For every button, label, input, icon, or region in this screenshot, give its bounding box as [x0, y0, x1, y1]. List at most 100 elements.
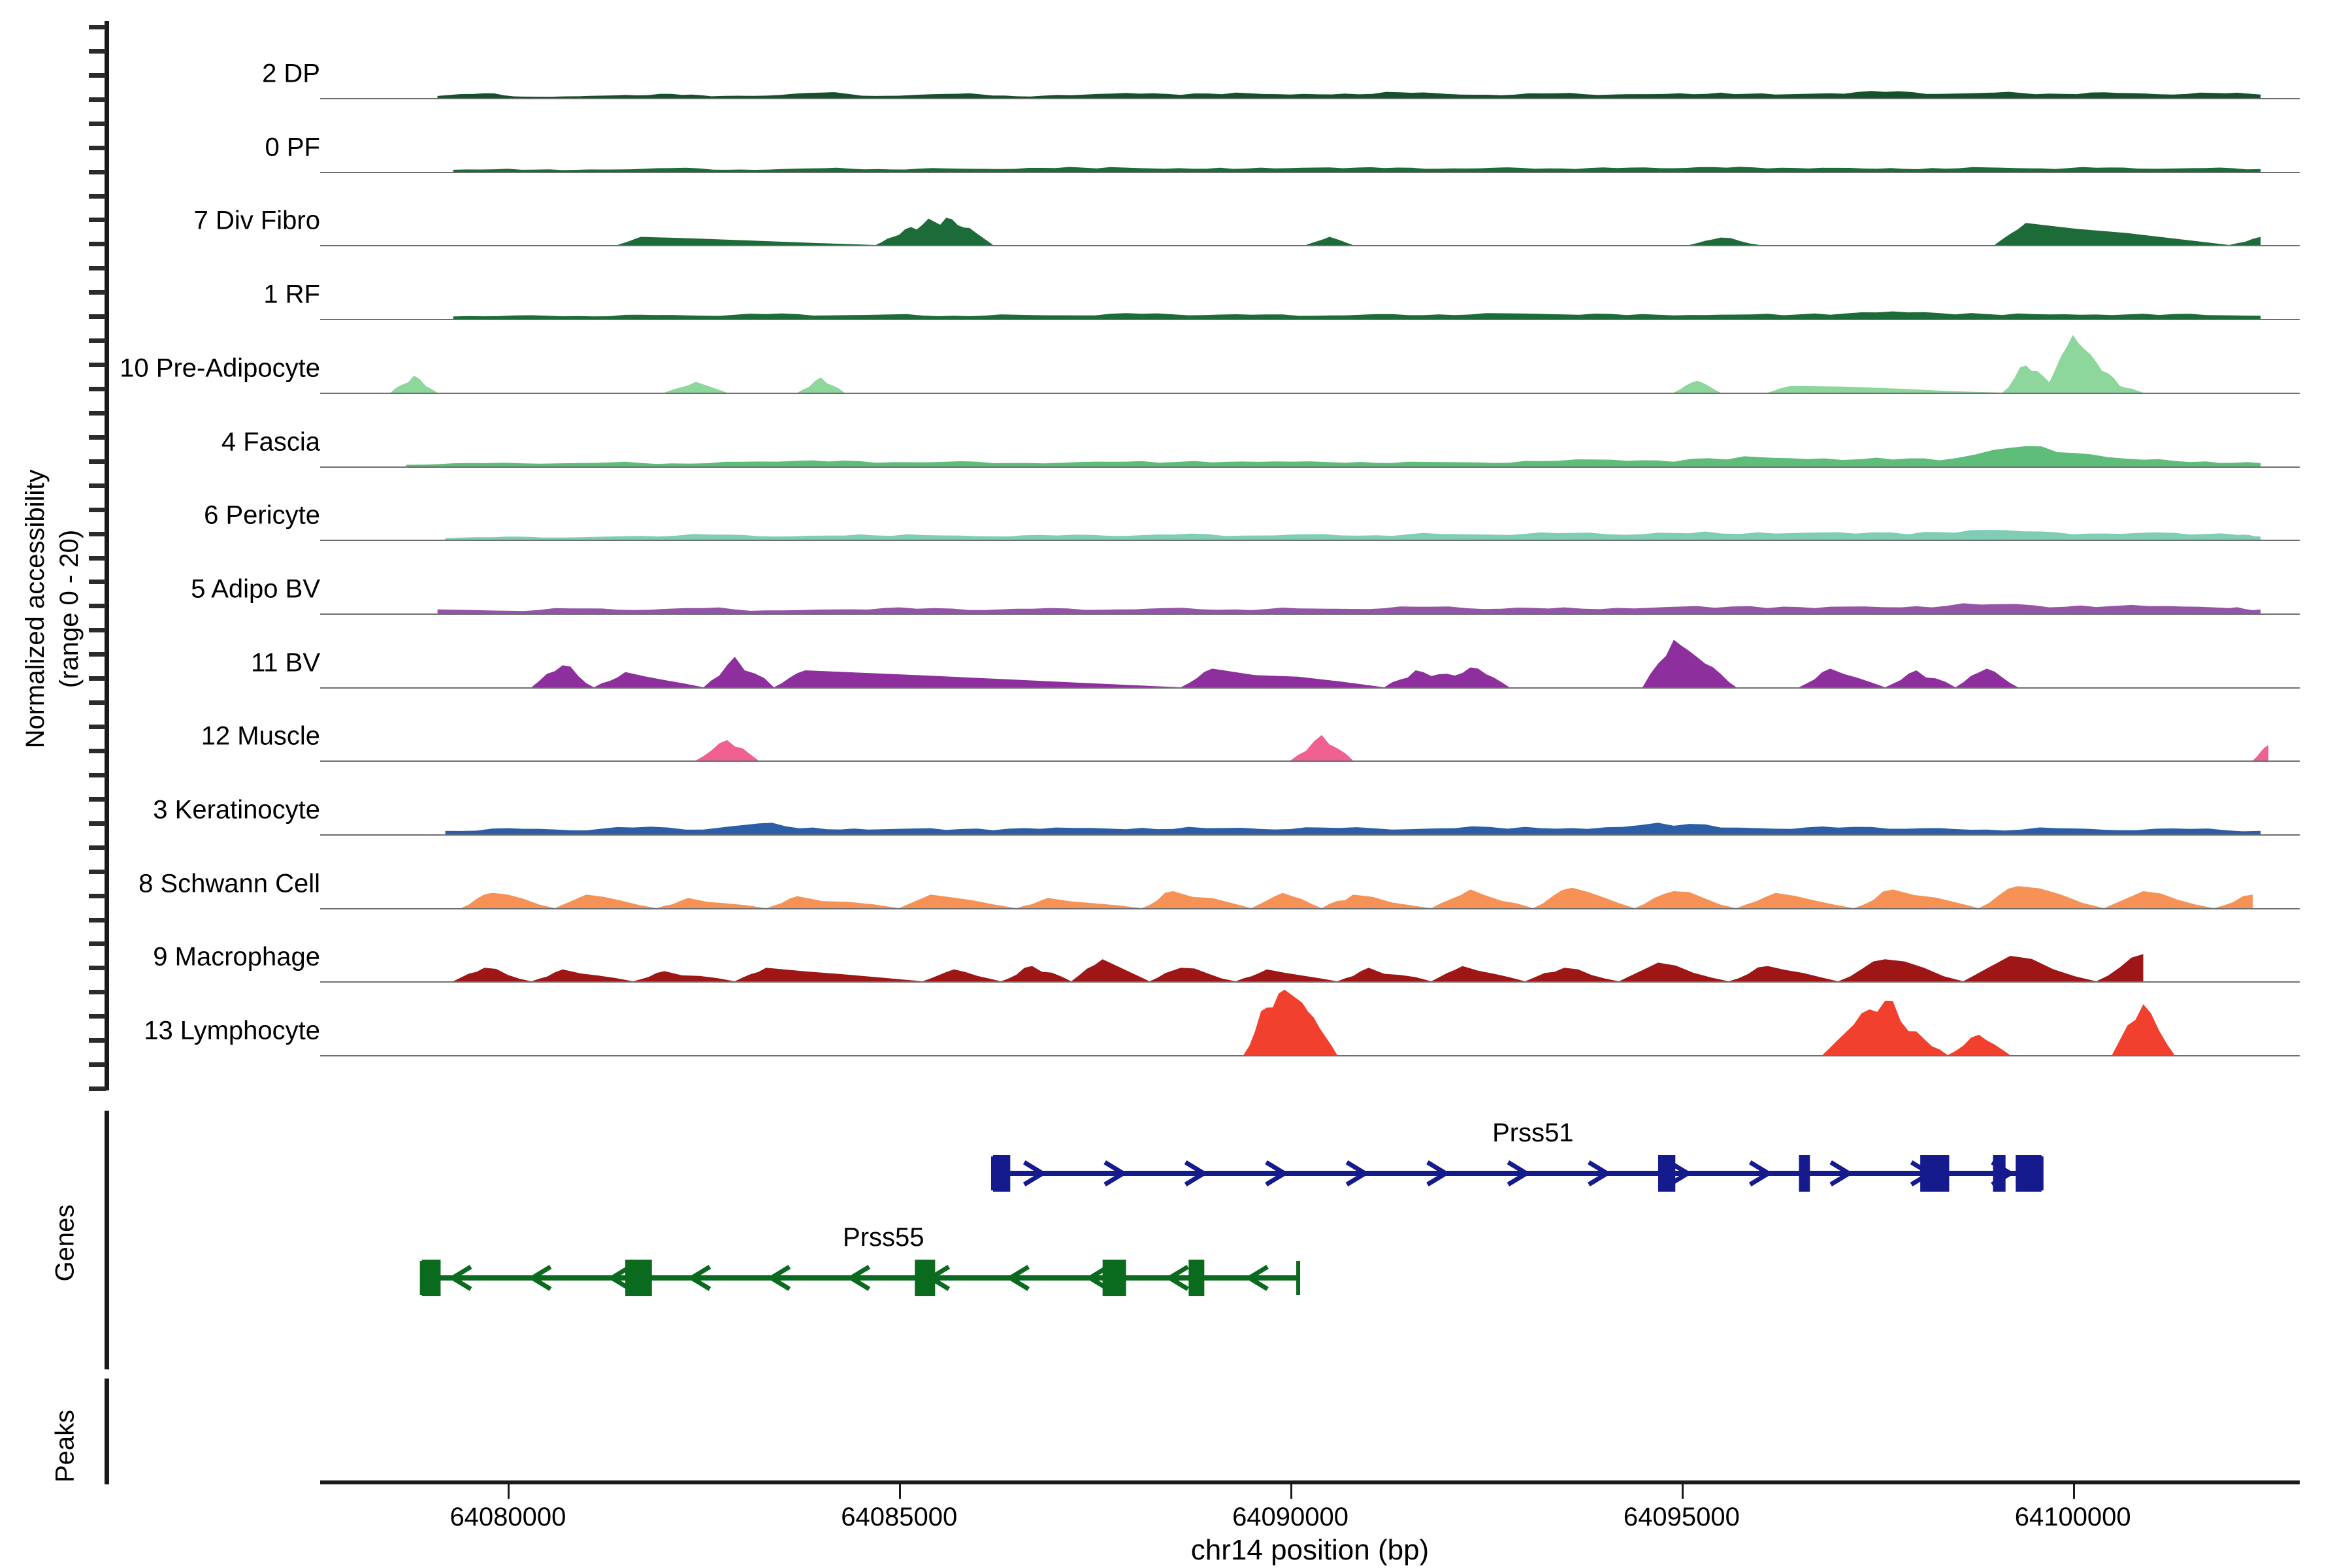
y-axis-tick: [89, 531, 106, 536]
y-axis-tick: [89, 604, 106, 609]
track-signal-2-dp: [320, 30, 2300, 98]
gene-models: Prss51 Prss55: [320, 1111, 2300, 1369]
track-signal-3-keratinocyte: [320, 766, 2300, 834]
track-baseline: [320, 907, 2300, 909]
y-axis-tick: [89, 917, 106, 923]
gene-exon: [1920, 1155, 1950, 1192]
track-signal-6-pericyte: [320, 472, 2300, 540]
track-baseline: [320, 687, 2300, 689]
y-axis-tick: [89, 1062, 106, 1068]
y-axis-tick: [89, 25, 106, 29]
y-axis-tick: [89, 700, 106, 706]
gene-exon: [2016, 1155, 2042, 1192]
y-axis-tick: [89, 266, 106, 271]
x-axis-line: [320, 1480, 2300, 1484]
track-label-6-pericyte: 6 Pericyte: [204, 500, 320, 530]
y-axis-tick: [89, 169, 106, 174]
genes-spine: [105, 1111, 109, 1369]
y-axis-tick: [89, 990, 106, 995]
track-label-13-lymphocyte: 13 Lymphocyte: [144, 1016, 320, 1045]
y-axis-tick: [89, 652, 106, 657]
track-baseline: [320, 613, 2300, 615]
track-signal-8-schwann-cell: [320, 840, 2300, 908]
track-baseline: [320, 171, 2300, 173]
track-signal-7-div-fibro: [320, 177, 2300, 246]
track-signal-0-pf: [320, 104, 2300, 172]
x-axis-tick: [2072, 1484, 2075, 1499]
gene-exon: [1993, 1155, 2006, 1192]
peaks-section-label: Peaks: [50, 1409, 80, 1483]
gene-exon: [1188, 1260, 1205, 1296]
y-axis-tick: [89, 290, 106, 295]
y-axis-tick: [89, 242, 106, 247]
y-axis-tick: [89, 772, 106, 777]
y-axis-tick: [89, 821, 106, 826]
track-label-10-pre-adipocyte: 10 Pre-Adipocyte: [120, 353, 320, 383]
y-axis-tick: [89, 796, 106, 802]
x-axis-tick: [899, 1484, 902, 1499]
track-signal-12-muscle: [320, 693, 2300, 761]
y-axis-title: Normalized accessibility (range 0 - 20): [21, 469, 84, 749]
x-axis-tick-label: 64085000: [841, 1503, 958, 1531]
track-signal-13-lymphocyte: [320, 987, 2300, 1056]
y-axis-tick: [89, 97, 106, 102]
y-axis-tick: [89, 48, 106, 54]
x-axis-tick: [1290, 1484, 1293, 1499]
track-signal-11-bv: [320, 619, 2300, 687]
y-axis-tick: [89, 121, 106, 126]
gene-label-prss51: Prss51: [1492, 1119, 1574, 1147]
track-label-7-div-fibro: 7 Div Fibro: [193, 206, 320, 235]
x-axis-tick-label: 64080000: [449, 1503, 566, 1531]
track-label-12-muscle: 12 Muscle: [201, 721, 320, 751]
y-axis-tick: [89, 1086, 106, 1092]
y-axis-tick: [89, 387, 106, 391]
track-signal-4-fascia: [320, 399, 2300, 466]
track-label-4-fascia: 4 Fascia: [221, 427, 320, 456]
track-baseline: [320, 392, 2300, 394]
x-axis-tick-label: 64095000: [1623, 1503, 1740, 1531]
gene-label-prss55: Prss55: [843, 1223, 924, 1252]
y-axis-tick: [89, 363, 106, 368]
y-axis-tick: [89, 893, 106, 898]
y-axis-tick: [89, 483, 106, 488]
y-axis-tick: [89, 314, 106, 319]
gene-exon: [915, 1260, 936, 1296]
gene-exon: [421, 1260, 441, 1296]
gene-exon: [1102, 1260, 1126, 1296]
y-axis-tick: [89, 845, 106, 850]
y-axis-tick: [89, 338, 106, 344]
gene-exon: [1799, 1155, 1810, 1192]
track-signal-5-adipo-bv: [320, 546, 2300, 613]
y-axis-tick: [89, 725, 106, 730]
signal-axis-spine-line: [105, 21, 109, 1091]
track-label-8-schwann-cell: 8 Schwann Cell: [139, 869, 320, 898]
y-axis-tick: [89, 555, 106, 561]
y-axis-tick: [89, 941, 106, 947]
track-label-5-adipo-bv: 5 Adipo BV: [191, 574, 320, 604]
gene-exon: [992, 1155, 1011, 1192]
track-baseline: [320, 981, 2300, 983]
gene-model-prss55: [419, 1260, 1301, 1296]
y-axis-tick: [89, 218, 106, 223]
gene-exon: [625, 1260, 652, 1296]
track-baseline: [320, 98, 2300, 99]
y-axis-tick: [89, 869, 106, 874]
track-signal-9-macrophage: [320, 913, 2300, 982]
track-baseline: [320, 245, 2300, 247]
track-label-11-bv: 11 BV: [251, 648, 320, 678]
track-signal-1-rf: [320, 251, 2300, 319]
y-axis-tick: [89, 507, 106, 512]
track-label-1-rf: 1 RF: [263, 280, 320, 309]
track-baseline: [320, 760, 2300, 762]
y-axis-tick: [89, 193, 106, 199]
peaks-spine: [105, 1379, 109, 1484]
peaks-track: [320, 1379, 2300, 1484]
x-axis-title: chr14 position (bp): [1190, 1534, 1429, 1566]
track-label-2-dp: 2 DP: [262, 59, 320, 88]
track-label-0-pf: 0 PF: [265, 133, 320, 162]
genes-section-label: Genes: [50, 1204, 80, 1282]
y-axis-tick: [89, 1038, 106, 1043]
y-axis-tick: [89, 73, 106, 78]
track-baseline: [320, 834, 2300, 836]
gene-exon: [1658, 1155, 1676, 1192]
